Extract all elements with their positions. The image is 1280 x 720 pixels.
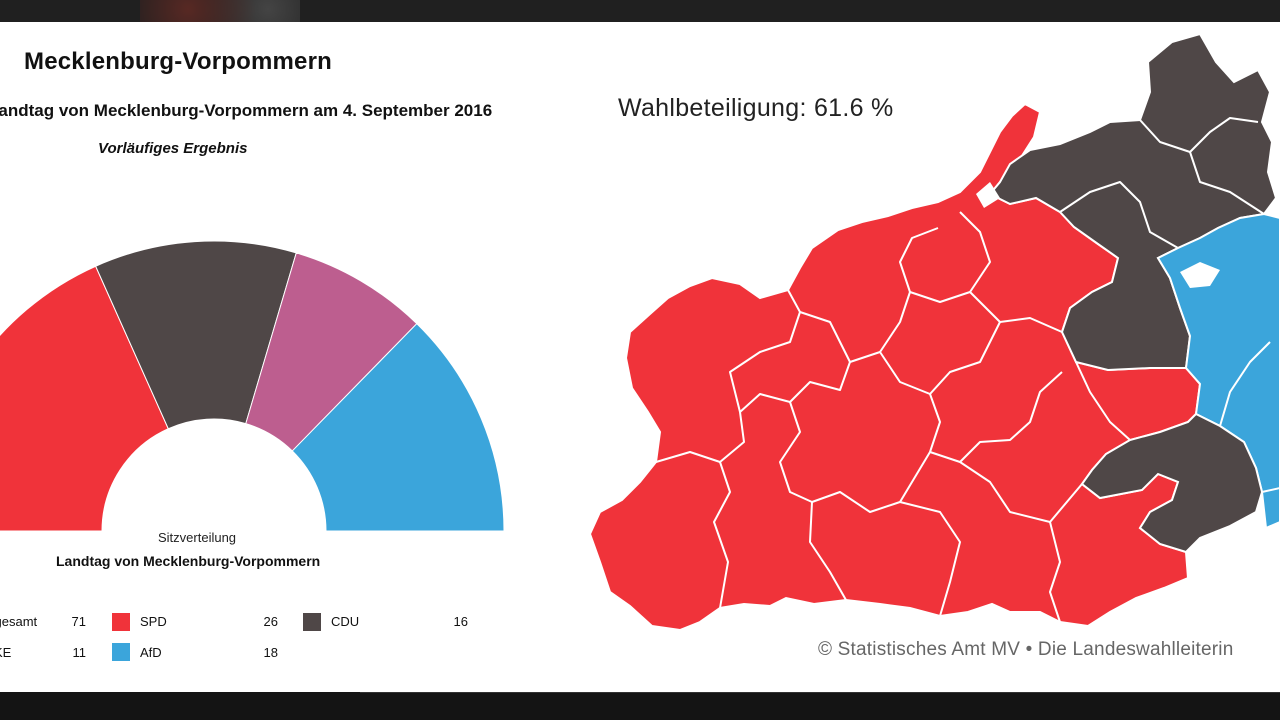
legend-swatch-cdu — [303, 613, 321, 631]
border-line — [879, 321, 1001, 395]
map-credit: © Statistisches Amt MV • Die Landeswahll… — [818, 639, 1234, 660]
border-line — [879, 227, 939, 353]
legend-total-label: sgesamt — [0, 614, 38, 629]
legend-value-spd: 26 — [263, 614, 278, 629]
legend-value-afd: 18 — [263, 645, 278, 660]
coastline-water — [976, 182, 1220, 288]
footer-divider — [360, 692, 1280, 693]
legend-value-linke: 11 — [72, 645, 87, 660]
seat-hemicycle-chart — [0, 240, 505, 532]
blurred-logo — [140, 0, 300, 26]
lagoon-water — [1180, 262, 1220, 288]
hemicycle-slice-spd — [0, 265, 169, 532]
chart-subtitle: Landtag von Mecklenburg-Vorpommern am 4.… — [0, 101, 493, 120]
legend-total-value: 71 — [71, 614, 86, 629]
border-line — [959, 461, 1083, 523]
background-header-strip — [0, 0, 1280, 26]
border-line — [969, 291, 1063, 333]
border-line — [899, 501, 961, 617]
legend-label-afd: AfD — [140, 645, 162, 660]
border-line — [1139, 117, 1259, 153]
legend-label-linke: KE — [0, 645, 12, 660]
legend-swatch-afd — [112, 643, 130, 661]
legend-swatch-spd — [112, 613, 130, 631]
background-footer-strip — [0, 692, 1280, 720]
border-line — [1059, 181, 1179, 249]
border-line — [655, 451, 721, 463]
border-line — [909, 211, 991, 303]
border-line — [1219, 341, 1271, 427]
bay-water — [976, 182, 1000, 208]
seat-caption: Sitzverteilung — [158, 530, 237, 545]
hemicycle-slice-cdu — [94, 240, 297, 430]
map-regions — [588, 32, 1280, 632]
border-line — [1075, 361, 1131, 441]
map-region-afd-island — [1260, 486, 1280, 530]
border-line — [1049, 521, 1061, 623]
district-borders — [655, 117, 1271, 623]
border-line — [1189, 151, 1265, 215]
chart-title: Mecklenburg-Vorpommern — [24, 48, 332, 75]
border-line — [809, 501, 847, 601]
border-line — [929, 371, 1063, 463]
map-region-cdu-south — [1080, 412, 1264, 554]
legend-label-spd: SPD — [140, 614, 167, 629]
border-line — [729, 289, 801, 413]
legend-value-cdu: 16 — [453, 614, 468, 629]
border-line — [799, 311, 851, 363]
hemicycle-slice-afd — [291, 322, 505, 532]
seat-caption-subtitle: Landtag von Mecklenburg-Vorpommern — [56, 553, 321, 569]
district-result-map — [588, 32, 1280, 632]
legend-label-cdu: CDU — [331, 614, 360, 629]
turnout-label: Wahlbeteiligung: 61.6 % — [618, 94, 894, 122]
preliminary-note: Vorläufiges Ergebnis — [98, 140, 248, 157]
election-result-panel: Mecklenburg-Vorpommern Landtag von Meckl… — [0, 22, 1280, 692]
